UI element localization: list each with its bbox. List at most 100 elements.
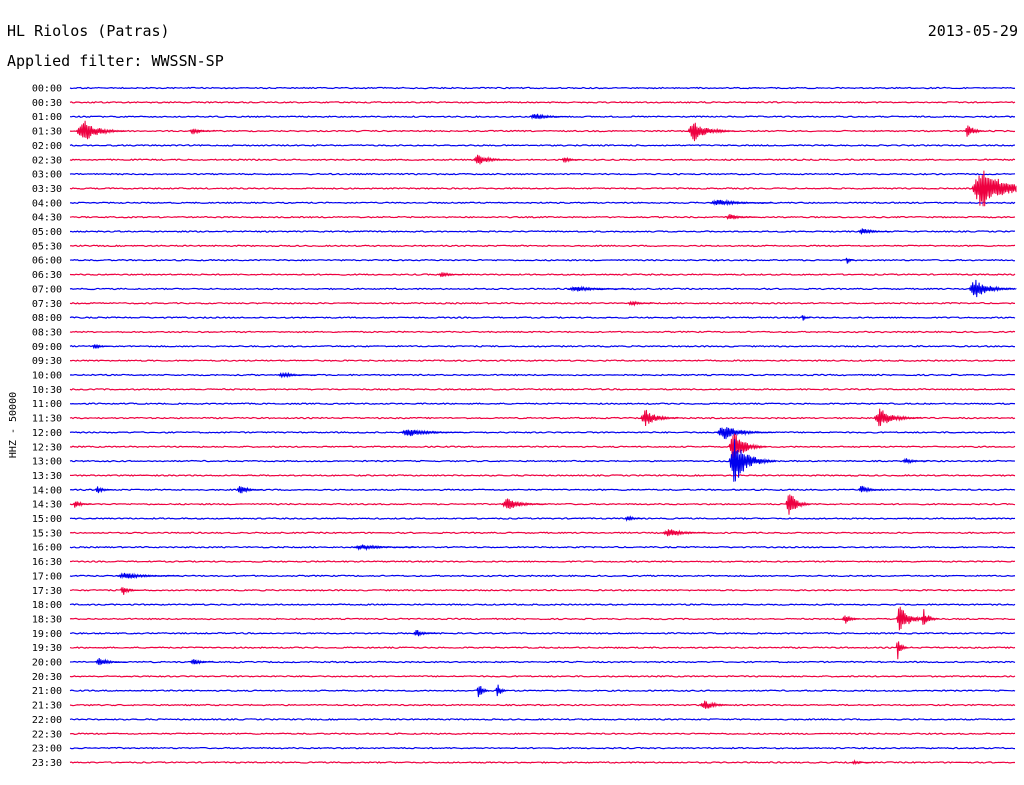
row-time-label: 15:00 [32,514,62,525]
row-time-label: 13:00 [32,457,62,468]
row-time-label: 12:00 [32,428,62,439]
trace-rows: 00:00 00:30 01:00 01:30 02:00 02:30 03:00 03:30… [32,84,1017,769]
seismic-event [627,300,653,307]
seismic-event [725,214,758,221]
seismic-event [75,120,127,140]
trace-line [69,560,1016,563]
trace-line [69,129,1016,133]
trace-line [69,330,1016,334]
seismic-event [971,170,1017,207]
seismic-event [236,486,263,494]
trace-line [69,718,1016,721]
seismic-event [624,515,644,522]
row-time-label: 07:00 [32,284,62,295]
seismic-event [353,544,417,552]
seismic-event [189,659,215,665]
row-time-label: 11:30 [32,414,62,425]
trace-line [69,244,1016,248]
row-time-label: 05:00 [32,227,62,238]
row-time-label: 04:30 [32,213,62,224]
row-time-label: 02:30 [32,155,62,166]
trace-line [69,287,1016,291]
trace-line [69,474,1016,477]
trace-line [69,488,1016,492]
trace-line [69,660,1016,664]
row-time-label: 10:00 [32,371,62,382]
row-time-label: 09:00 [32,342,62,353]
row-time-label: 18:00 [32,600,62,611]
seismic-event [709,198,773,207]
seismic-event [476,685,490,698]
y-axis-label: HHZ - 50000 [8,392,19,458]
row-time-label: 23:00 [32,744,62,755]
seismic-event [920,609,941,625]
seismic-event [640,409,679,427]
seismic-event [438,271,464,278]
row-time-label: 14:30 [32,500,62,511]
seismic-event [91,344,111,350]
row-time-label: 21:30 [32,701,62,712]
row-time-label: 20:30 [32,672,62,683]
seismic-event [568,285,631,293]
trace-line [69,86,1016,90]
row-time-label: 21:00 [32,686,62,697]
row-time-label: 22:30 [32,729,62,740]
row-time-label: 05:30 [32,241,62,252]
trace-line [69,746,1016,750]
trace-line [69,631,1016,635]
seismic-event [120,586,140,595]
row-time-label: 13:30 [32,471,62,482]
trace-line [69,373,1016,377]
trace-line [69,187,1016,190]
trace-line [69,158,1016,162]
seismic-event [413,629,439,637]
row-time-label: 07:30 [32,299,62,310]
seismic-event [851,759,871,766]
row-time-label: 00:00 [32,84,62,95]
seismic-event [968,279,1017,298]
seismic-event [530,113,569,120]
trace-line [69,273,1016,276]
seismic-event [277,371,316,379]
row-time-label: 00:30 [32,98,62,109]
trace-line [69,344,1016,348]
row-time-label: 16:30 [32,557,62,568]
row-time-label: 01:30 [32,127,62,138]
trace-line [69,761,1016,764]
row-time-label: 08:00 [32,313,62,324]
trace-line [69,172,1016,176]
row-time-label: 17:00 [32,571,62,582]
trace-line [69,531,1016,535]
seismic-event [687,122,736,142]
trace-line [69,101,1016,104]
trace-line [69,359,1016,362]
row-time-label: 10:30 [32,385,62,396]
trace-line [69,675,1016,678]
row-time-label: 22:00 [32,715,62,726]
trace-line [69,588,1016,592]
seismic-event [473,154,512,165]
trace-line [69,316,1016,319]
seismic-event [495,684,508,697]
row-time-label: 01:00 [32,112,62,123]
seismic-event [845,257,855,264]
seismic-event [785,494,811,515]
seismic-event [501,498,547,510]
seismic-event [662,529,714,537]
record-date: 2013-05-29 [928,22,1018,40]
trace-line [69,574,1016,578]
seismic-event [801,315,811,321]
seismic-event [117,572,180,580]
trace-line [69,215,1016,219]
row-time-label: 04:00 [32,198,62,209]
trace-line [69,144,1016,147]
trace-line [69,230,1016,233]
trace-line [69,445,1016,449]
trace-line [69,431,1016,434]
row-time-label: 06:00 [32,256,62,267]
seismic-event [728,433,767,459]
row-time-label: 08:30 [32,327,62,338]
row-time-label: 17:30 [32,586,62,597]
filter-label: Applied filter: WWSSN-SP [7,52,224,70]
